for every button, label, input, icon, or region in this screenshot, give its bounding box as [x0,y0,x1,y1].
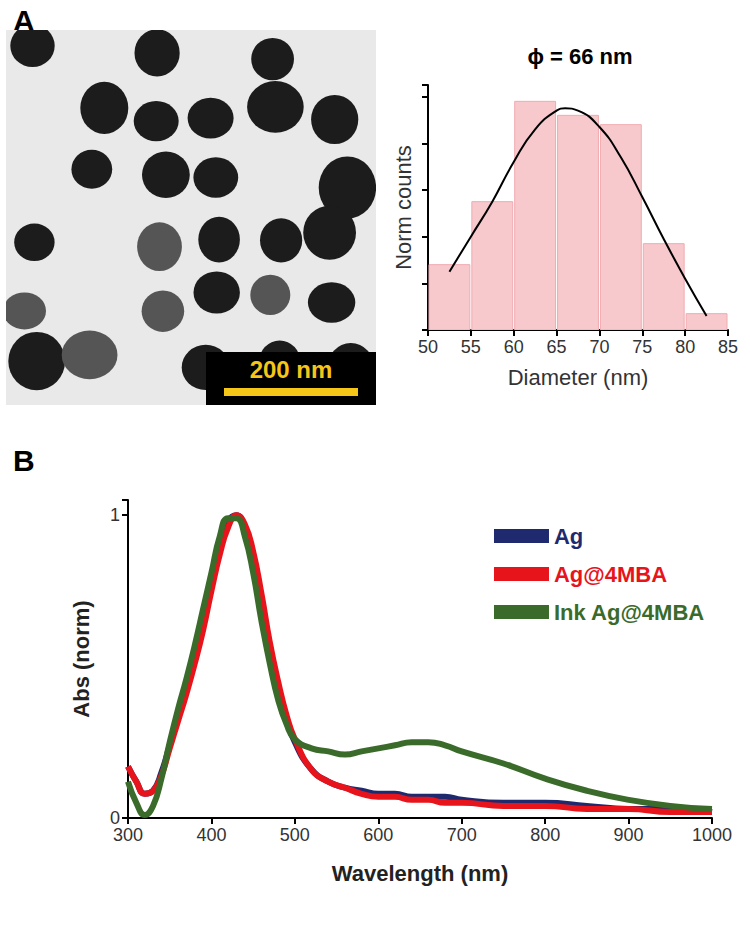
svg-text:400: 400 [196,825,226,845]
svg-text:500: 500 [280,825,310,845]
svg-text:65: 65 [547,337,567,357]
svg-text:50: 50 [418,337,438,357]
svg-text:Diameter (nm): Diameter (nm) [508,365,649,390]
svg-text:A: A [13,3,35,37]
svg-text:1: 1 [110,505,120,525]
svg-text:0: 0 [110,808,120,828]
svg-text:Norm counts: Norm counts [391,145,416,270]
svg-text:B: B [13,444,35,477]
svg-text:Ag: Ag [554,524,583,549]
svg-text:60: 60 [504,337,524,357]
svg-text:Wavelength (nm): Wavelength (nm) [332,861,508,886]
svg-text:Ink Ag@4MBA: Ink Ag@4MBA [554,600,704,625]
svg-text:600: 600 [363,825,393,845]
svg-text:85: 85 [718,337,738,357]
svg-text:70: 70 [589,337,609,357]
svg-text:75: 75 [632,337,652,357]
svg-text:300: 300 [113,825,143,845]
svg-text:700: 700 [447,825,477,845]
svg-text:1000: 1000 [692,825,732,845]
svg-text:55: 55 [461,337,481,357]
svg-text:Ag@4MBA: Ag@4MBA [554,562,667,587]
svg-text:Abs (norm): Abs (norm) [69,600,94,717]
svg-text:200 nm: 200 nm [250,356,333,383]
svg-text:ϕ = 66 nm: ϕ = 66 nm [527,44,632,69]
svg-text:900: 900 [614,825,644,845]
svg-text:80: 80 [675,337,695,357]
svg-text:800: 800 [530,825,560,845]
